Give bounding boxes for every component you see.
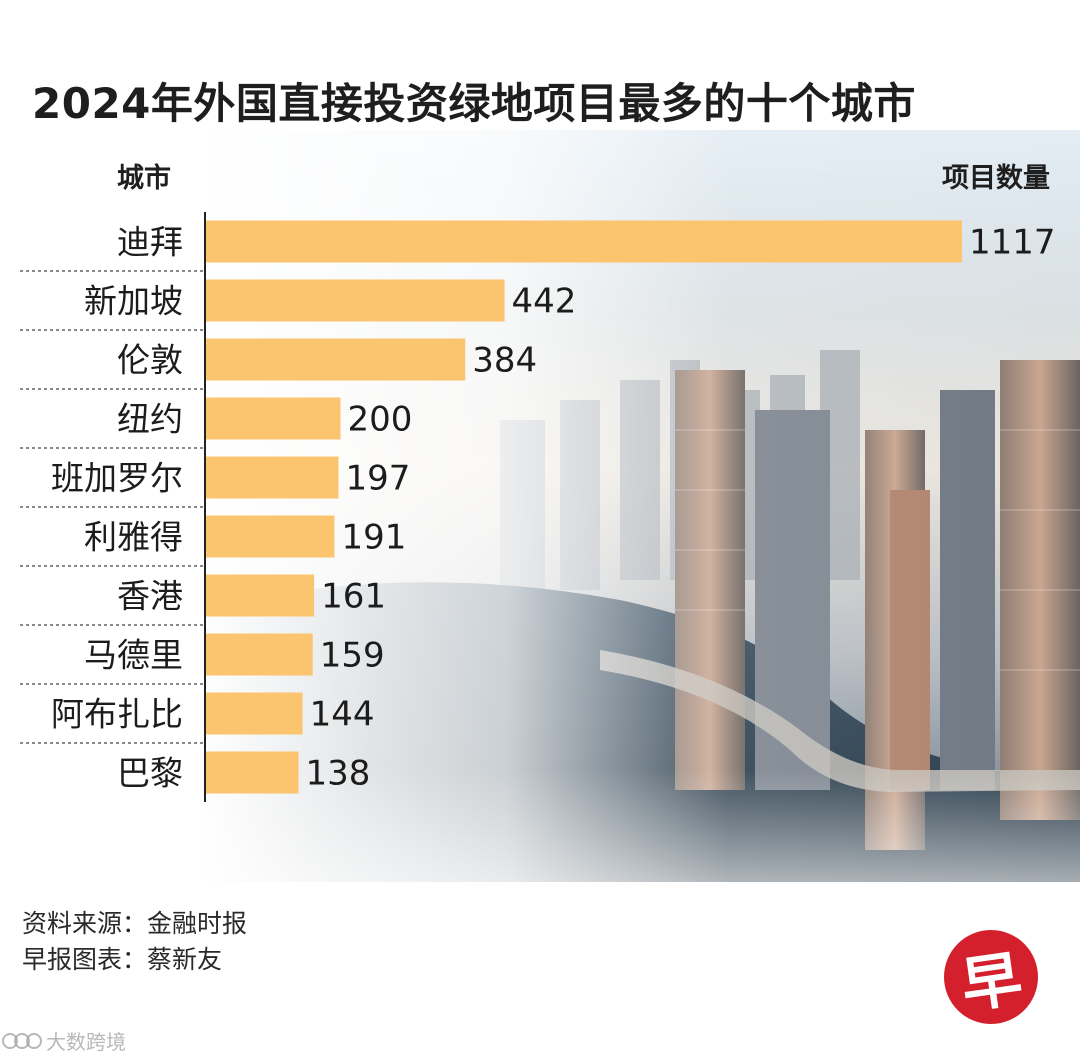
chart-credit: 早报图表：蔡新友 [22,945,223,974]
bar-4 [205,456,339,499]
city-column-header: 城市 [117,163,171,194]
watermark-text: 大数跨境 [46,1030,126,1054]
category-label: 迪拜 [117,223,183,262]
category-label: 阿布扎比 [51,695,183,734]
bar-2 [205,338,466,381]
bar-9 [205,751,299,794]
watermark: 大数跨境 [2,1026,126,1055]
bar-8 [205,692,303,735]
category-label: 伦敦 [117,341,183,380]
watermark-logo-icon [2,1030,42,1052]
value-label: 161 [321,577,386,617]
source-credit: 资料来源：金融时报 [22,909,248,938]
value-label: 159 [320,636,385,676]
footer: 资料来源：金融时报 早报图表：蔡新友 [22,906,247,978]
logo-char: 早 [957,943,1027,1022]
value-label: 191 [341,518,406,558]
value-label: 442 [512,282,577,322]
bars-layer: 迪拜 1117 新加坡 442 伦敦 384 纽约 200 班加罗尔 197 利雅得 191 香港 161… [51,220,1056,794]
bar-1 [205,279,505,322]
category-label: 香港 [117,577,183,616]
category-label: 巴黎 [117,754,183,793]
category-label: 马德里 [84,636,183,675]
value-label: 384 [472,341,537,381]
value-label: 144 [310,695,375,735]
value-label: 200 [348,400,413,440]
count-column-header: 项目数量 [942,163,1050,194]
zaobao-logo: 早 [944,930,1038,1024]
bar-3 [205,397,341,440]
category-label: 利雅得 [84,518,183,557]
category-label: 班加罗尔 [51,459,183,498]
bar-0 [205,220,962,263]
value-label: 197 [346,459,411,499]
category-label: 纽约 [117,400,183,439]
row-separators [20,270,203,744]
bar-7 [205,633,313,676]
category-label: 新加坡 [84,282,183,321]
value-label: 1117 [969,223,1056,263]
bar-5 [205,515,335,558]
value-label: 138 [306,754,371,794]
bar-6 [205,574,315,617]
bar-chart: 迪拜 1117 新加坡 442 伦敦 384 纽约 200 班加罗尔 197 利雅得 191 香港 161… [20,212,1056,802]
chart-title: 2024年外国直接投资绿地项目最多的十个城市 [32,79,916,128]
